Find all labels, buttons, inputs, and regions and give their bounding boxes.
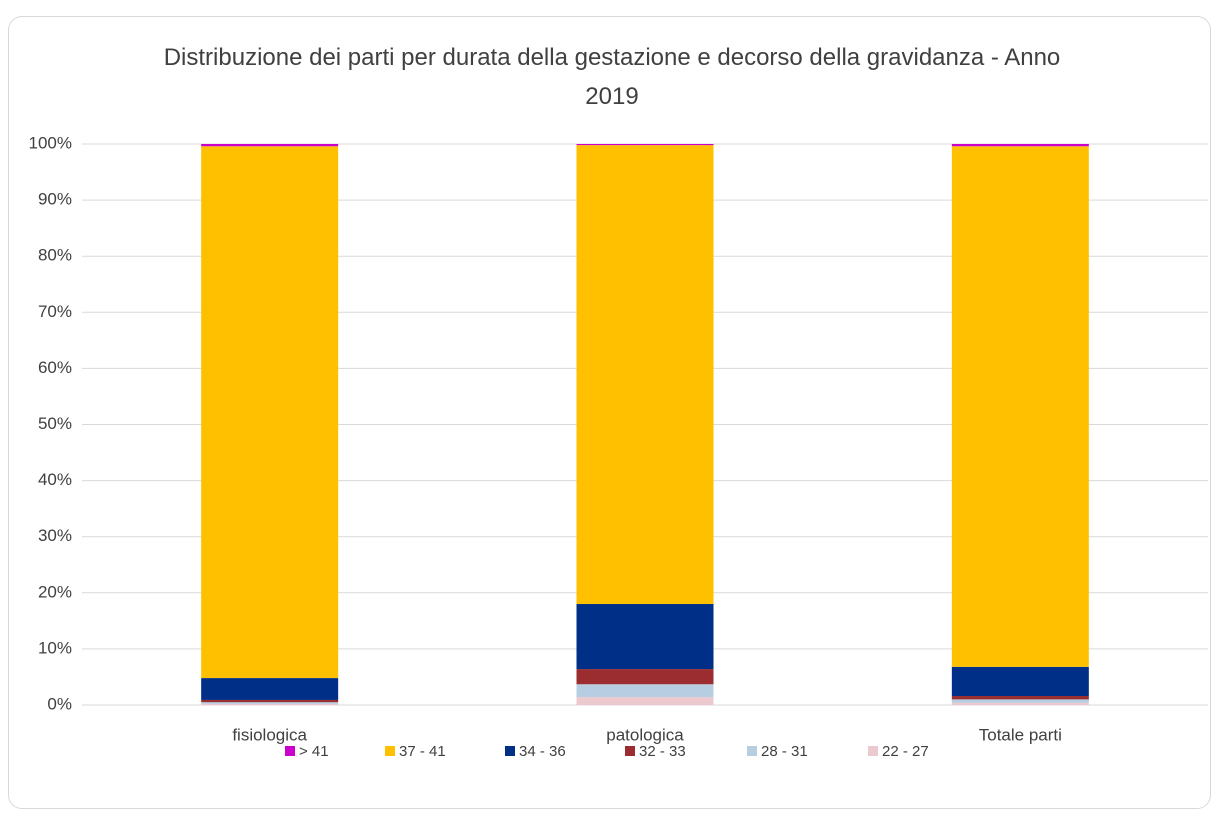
bar-segment <box>201 678 339 700</box>
y-tick-label: 20% <box>38 582 72 601</box>
y-tick-label: 10% <box>38 638 72 657</box>
y-tick-label: 30% <box>38 526 72 545</box>
bar-segment <box>951 666 1089 697</box>
legend-swatch <box>625 746 635 756</box>
bar-segment <box>951 702 1089 705</box>
chart-title: Distribuzione dei parti per durata della… <box>163 44 1061 110</box>
bar-segment <box>576 669 714 685</box>
bar-segment <box>201 703 339 705</box>
y-tick-label: 70% <box>38 302 72 321</box>
bar-segment <box>201 702 339 704</box>
bar-segment <box>576 684 714 698</box>
bar-segment <box>201 146 339 679</box>
legend-swatch <box>285 746 295 756</box>
bar-segment <box>951 144 1089 147</box>
legend-label: 37 - 41 <box>399 743 446 760</box>
bar-segment <box>201 144 339 147</box>
legend-label: 22 - 27 <box>882 743 929 760</box>
legend-label: 32 - 33 <box>639 743 686 760</box>
legend-label: 34 - 36 <box>519 743 566 760</box>
bar-segment <box>951 146 1089 667</box>
bar-segment <box>576 144 714 146</box>
y-tick-label: 60% <box>38 358 72 377</box>
y-tick-label: 90% <box>38 190 72 209</box>
chart-frame <box>8 16 1211 809</box>
legend-label: 28 - 31 <box>761 743 808 760</box>
bar-segment <box>576 604 714 670</box>
bar-segment <box>201 699 339 703</box>
bar-segment <box>951 699 1089 703</box>
y-tick-label: 50% <box>38 414 72 433</box>
bar-segment <box>951 696 1089 700</box>
legend-label: > 41 <box>299 743 329 760</box>
bar-segment <box>576 697 714 705</box>
y-tick-label: 100% <box>29 133 72 152</box>
y-tick-label: 0% <box>47 694 72 713</box>
y-tick-label: 40% <box>38 470 72 489</box>
x-tick-label: Totale parti <box>979 725 1062 744</box>
legend-swatch <box>868 746 878 756</box>
bar-segment <box>576 145 714 605</box>
x-tick-label: patologica <box>606 725 684 744</box>
x-tick-label: fisiologica <box>232 725 307 744</box>
legend-swatch <box>747 746 757 756</box>
legend-swatch <box>505 746 515 756</box>
y-tick-label: 80% <box>38 246 72 265</box>
legend-swatch <box>385 746 395 756</box>
